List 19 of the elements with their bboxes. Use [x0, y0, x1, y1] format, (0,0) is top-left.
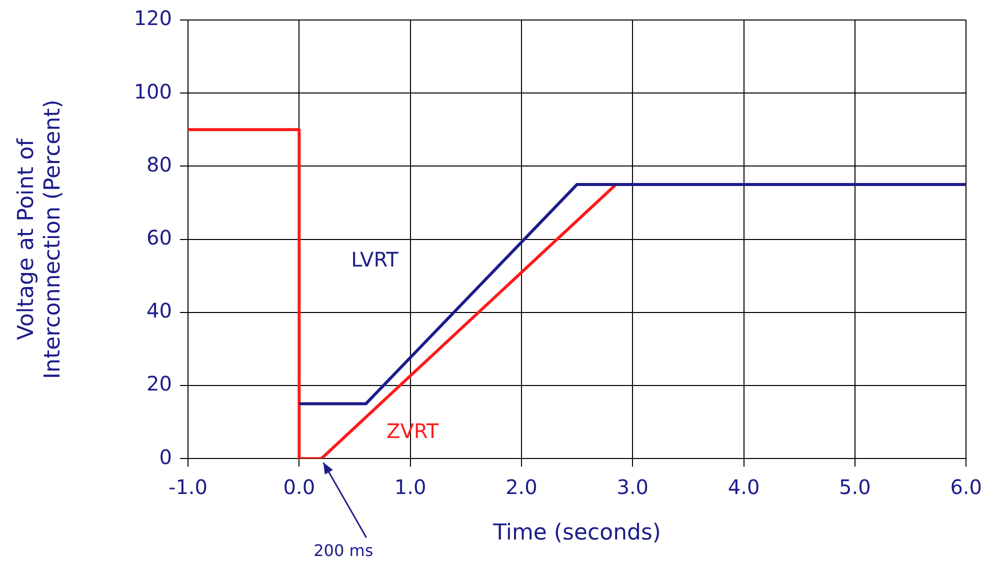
x-tick-label: 0.0 — [283, 474, 316, 499]
y-tick-label: 60 — [146, 226, 172, 250]
y-axis-title: Voltage at Point of Interconnection (Percent) — [14, 100, 66, 379]
y-tick-label: 0 — [159, 444, 172, 469]
x-tick-label: 5.0 — [839, 474, 871, 499]
annotation: 200 ms — [314, 540, 374, 560]
x-tick-label: 6.0 — [950, 474, 982, 499]
y-tick-label: 100 — [134, 79, 172, 104]
x-tick-label: 2.0 — [506, 474, 538, 499]
text: LVRT — [351, 247, 400, 272]
y-tick-label: 40 — [146, 298, 172, 323]
x-tick-label: -1.0 — [168, 474, 208, 499]
y-tick-label: 20 — [146, 372, 172, 396]
x-axis-title: Time (seconds) — [492, 520, 662, 546]
x-tick-label: 3.0 — [616, 474, 649, 499]
x-tick-label: 1.0 — [394, 474, 426, 499]
x-tick-label: 4.0 — [728, 474, 760, 499]
y-tick-label: 120 — [134, 6, 172, 30]
y-tick-label: 80 — [146, 152, 172, 176]
